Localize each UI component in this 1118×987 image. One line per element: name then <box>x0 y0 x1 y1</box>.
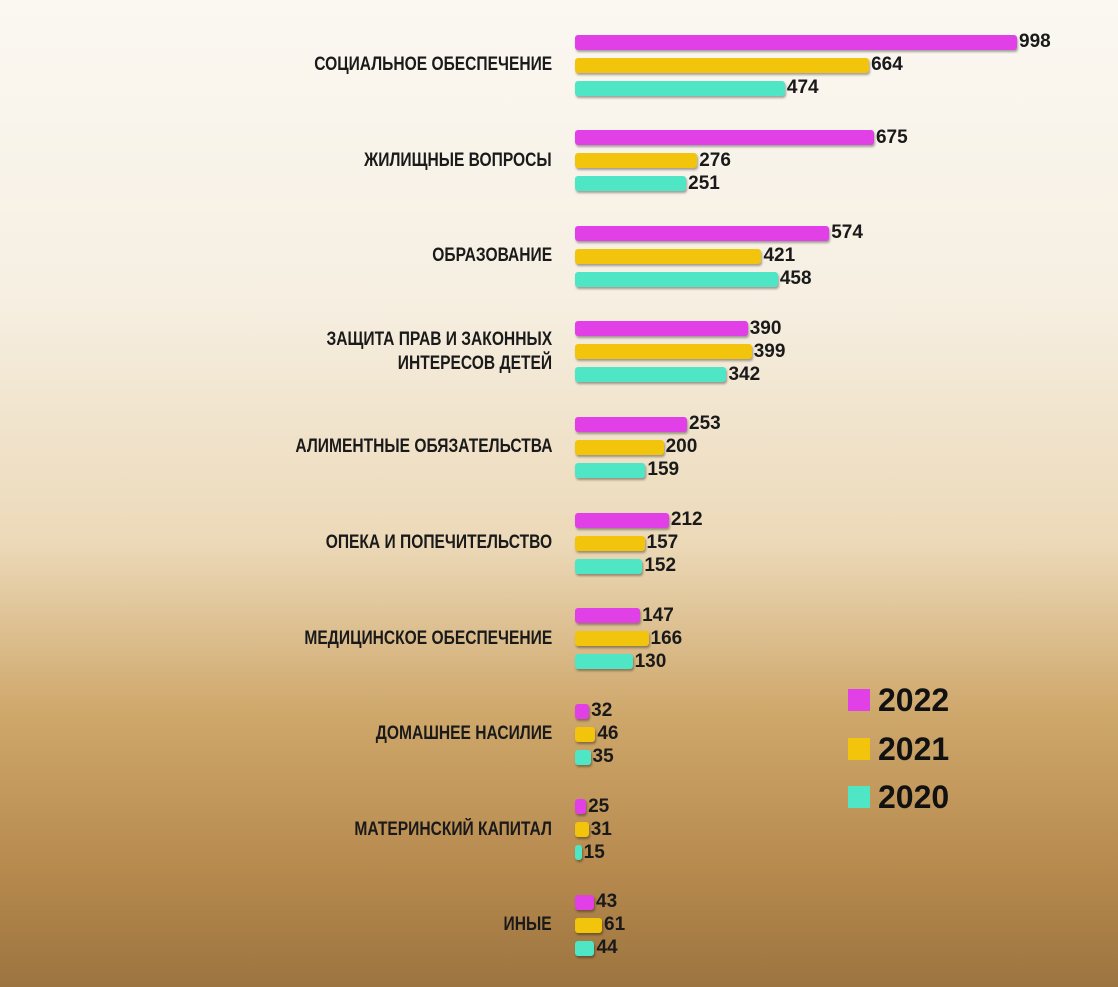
bar <box>575 726 596 742</box>
legend-swatch <box>848 786 870 808</box>
category-label: ОПЕКА И ПОПЕЧИТЕЛЬСТВО <box>325 532 552 553</box>
bar <box>575 367 727 383</box>
value-label: 44 <box>596 937 618 959</box>
value-label: 46 <box>597 723 619 745</box>
bar <box>575 940 595 956</box>
value-label: 152 <box>644 555 677 576</box>
bar <box>575 153 698 169</box>
category-label: АЛИМЕНТНЫЕ ОБЯЗАТЕЛЬСТВА <box>294 436 552 458</box>
bar <box>575 34 1017 50</box>
bar <box>575 558 643 574</box>
value-label: 421 <box>763 245 796 267</box>
bar <box>575 703 590 719</box>
legend-label: 2022 <box>878 682 950 718</box>
value-label: 664 <box>871 54 903 75</box>
value-label: 276 <box>699 149 731 171</box>
value-label: 253 <box>689 413 721 435</box>
bar <box>575 80 785 96</box>
legend-swatch <box>848 737 870 760</box>
value-label: 212 <box>670 509 703 530</box>
value-label: 35 <box>592 746 614 768</box>
value-label: 61 <box>604 914 626 936</box>
value-label: 166 <box>650 627 683 649</box>
value-label: 200 <box>665 436 698 458</box>
value-label: 15 <box>583 841 605 863</box>
bar <box>575 130 874 146</box>
value-label: 998 <box>1019 31 1051 52</box>
category-label: МАТЕРИНСКИЙ КАПИТАЛ <box>354 818 552 840</box>
category-label: ЗАЩИТА ПРАВ И ЗАКОННЫХ ИНТЕРЕСОВ ДЕТЕЙ <box>326 328 552 374</box>
value-label: 458 <box>779 268 812 290</box>
category-label: ИНЫЕ <box>503 914 552 936</box>
category-label: ДОМАШНЕЕ НАСИЛИЕ <box>375 723 552 745</box>
bar <box>575 344 752 360</box>
legend-swatch <box>848 689 870 711</box>
value-label: 342 <box>728 363 761 385</box>
bar <box>575 176 687 192</box>
value-label: 474 <box>786 77 819 98</box>
bar <box>575 57 870 73</box>
bar <box>575 894 595 910</box>
value-label: 32 <box>591 700 613 722</box>
value-label: 25 <box>588 795 610 817</box>
value-label: 157 <box>646 532 679 553</box>
bar <box>575 248 762 264</box>
value-label: 43 <box>596 891 618 913</box>
legend-label: 2020 <box>878 779 950 815</box>
value-label: 390 <box>749 317 782 339</box>
value-label: 574 <box>831 222 863 244</box>
bar <box>575 654 633 670</box>
bar <box>575 749 591 765</box>
bar <box>575 608 641 624</box>
bar <box>575 439 664 455</box>
bar <box>575 631 649 647</box>
value-label: 130 <box>634 650 667 672</box>
value-label: 675 <box>875 126 908 148</box>
category-label: СОЦИАЛЬНОЕ ОБЕСПЕЧЕНИЕ <box>314 54 552 75</box>
bar <box>575 416 688 432</box>
category-label: ОБРАЗОВАНИЕ <box>432 245 552 267</box>
bar <box>575 271 778 287</box>
value-label: 399 <box>753 340 786 362</box>
value-label: 147 <box>642 604 674 626</box>
bar <box>575 917 603 933</box>
bar <box>575 845 582 861</box>
legend-label: 2021 <box>878 730 950 767</box>
value-label: 31 <box>590 818 612 840</box>
category-label: ЖИЛИЩНЫЕ ВОПРОСЫ <box>364 149 552 171</box>
value-label: 251 <box>688 172 720 194</box>
bar <box>575 799 587 815</box>
value-label: 159 <box>647 459 680 481</box>
bar <box>575 535 645 551</box>
bar <box>575 225 830 241</box>
bar <box>575 462 646 478</box>
category-label: МЕДИЦИНСКОЕ ОБЕСПЕЧЕНИЕ <box>304 627 552 649</box>
bar <box>575 512 669 528</box>
bar <box>575 321 748 337</box>
bar <box>575 822 589 838</box>
